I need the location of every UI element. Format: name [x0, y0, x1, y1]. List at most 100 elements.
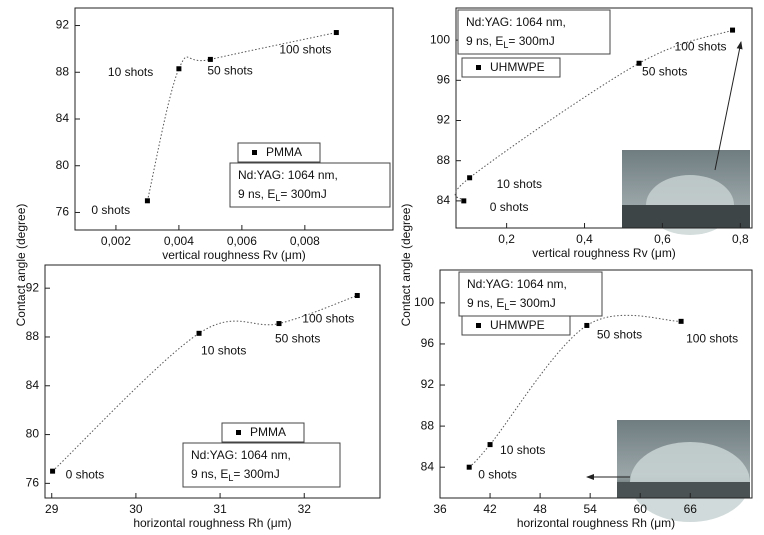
point-label: 0 shots [66, 467, 105, 481]
point-label: 10 shots [201, 343, 246, 357]
x-tick-label: 31 [213, 502, 227, 516]
annotation-subscript: L [275, 193, 280, 203]
annotation-text: 9 ns, E [191, 467, 228, 481]
x-axis-label: horizontal roughness Rh (μm) [517, 516, 675, 530]
arrow [714, 41, 743, 171]
point [461, 198, 467, 204]
legend-marker [236, 430, 241, 435]
legend-marker [476, 323, 481, 328]
legend-box [221, 422, 305, 443]
point-label: 50 shots [207, 64, 252, 78]
fit-curve [468, 314, 682, 468]
point [467, 175, 473, 181]
legend-label: PMMA [266, 145, 302, 159]
x-tick-label: 54 [583, 502, 597, 516]
fit-curve [52, 295, 358, 472]
point [144, 198, 150, 204]
point [636, 60, 642, 66]
annotation-subscript: L [503, 40, 508, 50]
annotation-text: = 300mJ [508, 34, 554, 48]
point-label: 50 shots [597, 328, 642, 342]
x-tick-label: 0,002 [101, 234, 131, 248]
y-tick-label: 84 [421, 459, 435, 473]
plot-frame [439, 269, 753, 499]
legend-label: UHMWPE [490, 60, 545, 74]
y-tick-label: 80 [26, 427, 40, 441]
annotation-line: 9 ns, EL= 300mJ [238, 187, 327, 203]
point-label: 10 shots [500, 443, 545, 457]
y-tick-label: 84 [437, 193, 451, 207]
point [276, 321, 282, 327]
x-tick-label: 0,004 [164, 234, 194, 248]
annotation-line: Nd:YAG: 1064 nm, [238, 168, 338, 182]
point-label: 50 shots [642, 64, 687, 78]
point-label: 100 shots [675, 39, 727, 53]
y-axis-label: Contact angle (degree) [14, 204, 28, 327]
point [678, 318, 684, 324]
x-tick-label: 32 [298, 502, 312, 516]
y-tick-label: 96 [437, 73, 451, 87]
annotation-text: = 300mJ [509, 296, 555, 310]
x-tick-label: 0,2 [498, 232, 515, 246]
plot-frame [44, 264, 381, 499]
point [176, 66, 182, 72]
x-axis-label: horizontal roughness Rh (μm) [133, 516, 291, 530]
fit-curve [454, 29, 733, 202]
legend-box [237, 142, 321, 163]
point-label: 0 shots [91, 203, 130, 217]
y-tick-label: 100 [430, 32, 450, 46]
point [354, 292, 360, 298]
y-tick-label: 76 [26, 476, 40, 490]
x-axis-label: vertical roughness Rv (μm) [532, 246, 676, 260]
point [466, 464, 472, 470]
point [584, 322, 590, 328]
legend-box [461, 57, 561, 78]
x-tick-label: 0,4 [576, 232, 593, 246]
point [196, 330, 202, 336]
legend-marker [252, 150, 257, 155]
x-tick-label: 60 [634, 502, 648, 516]
y-tick-label: 100 [414, 295, 434, 309]
annotation-text: 9 ns, E [466, 34, 503, 48]
x-tick-label: 36 [433, 502, 447, 516]
annotation-box [182, 442, 341, 488]
y-tick-label: 92 [421, 377, 435, 391]
y-tick-label: 92 [26, 280, 40, 294]
y-tick-label: 92 [437, 113, 451, 127]
point [50, 468, 56, 474]
annotation-line: Nd:YAG: 1064 nm, [191, 448, 291, 462]
x-tick-label: 0,008 [290, 234, 320, 248]
y-tick-label: 88 [26, 329, 40, 343]
x-tick-label: 29 [45, 502, 59, 516]
point-label: 10 shots [108, 65, 153, 79]
point [333, 30, 339, 36]
annotation-text: = 300mJ [233, 467, 279, 481]
x-tick-label: 0,006 [227, 234, 257, 248]
point [207, 56, 213, 62]
photo-inset [617, 150, 750, 522]
y-tick-label: 96 [421, 336, 435, 350]
y-tick-label: 80 [56, 158, 70, 172]
y-tick-label: 84 [56, 111, 70, 125]
y-tick-label: 92 [56, 18, 70, 32]
annotation-line: 9 ns, EL= 300mJ [466, 34, 555, 50]
y-axis-label: Contact angle (degree) [399, 204, 413, 327]
x-tick-label: 0,8 [732, 232, 749, 246]
x-tick-label: 30 [129, 502, 143, 516]
y-tick-label: 76 [56, 205, 70, 219]
x-tick-label: 48 [533, 502, 547, 516]
point [730, 27, 736, 33]
annotation-line: 9 ns, EL= 300mJ [467, 296, 556, 312]
point-label: 0 shots [490, 200, 529, 214]
point-label: 50 shots [275, 332, 320, 346]
point-label: 100 shots [302, 312, 354, 326]
legend-marker [476, 65, 481, 70]
annotation-subscript: L [228, 473, 233, 483]
x-tick-label: 42 [483, 502, 497, 516]
y-tick-label: 88 [56, 64, 70, 78]
annotation-text: = 300mJ [280, 187, 326, 201]
point-label: 0 shots [478, 467, 517, 481]
legend-label: PMMA [250, 425, 286, 439]
y-tick-label: 88 [421, 418, 435, 432]
annotation-box [458, 271, 603, 317]
